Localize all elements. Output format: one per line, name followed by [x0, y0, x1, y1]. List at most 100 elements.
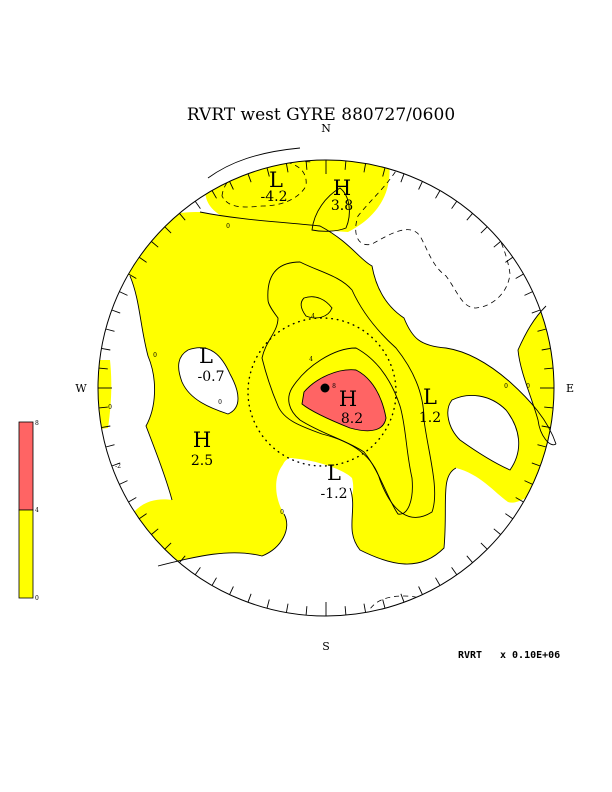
boundary-tick — [435, 577, 441, 586]
contour-south-boundary — [349, 467, 457, 565]
boundary-tick — [194, 567, 201, 576]
west-rim-region — [98, 360, 112, 430]
contour-inner-4 — [261, 261, 436, 518]
north-label: N — [321, 122, 331, 135]
boundary-tick — [524, 480, 533, 485]
boundary-tick — [400, 173, 405, 183]
boundary-tick — [493, 528, 501, 535]
contour-label: 8 — [332, 383, 336, 390]
boundary-tick — [541, 425, 551, 429]
boundary-tick — [138, 256, 147, 263]
contour-label: 0 — [504, 383, 508, 390]
boundary-tick — [101, 347, 111, 351]
legend-high-swatch — [18, 421, 34, 511]
boundary-tick — [480, 542, 488, 550]
contour-west — [129, 275, 173, 501]
boundary-tick — [98, 367, 108, 370]
boundary-tick — [211, 190, 217, 199]
south-center-hole — [281, 458, 354, 510]
center-type-label: L — [327, 461, 341, 485]
boundary-tick — [451, 200, 458, 209]
boundary-tick — [119, 291, 128, 296]
boundary-tick — [98, 406, 108, 409]
contour-label: 4 — [309, 356, 313, 363]
boundary-tick — [363, 603, 367, 613]
contour-label: 0 — [280, 509, 284, 516]
contour-inner-8 — [288, 347, 413, 515]
contour-label: -2 — [115, 463, 121, 470]
center-value-label: 1.2 — [419, 410, 441, 426]
boundary-tick — [266, 599, 270, 609]
boundary-tick — [151, 528, 159, 535]
boundary-tick — [164, 226, 172, 234]
boundary-tick — [164, 542, 172, 550]
contour-north-high — [311, 187, 350, 232]
boundary-tick — [344, 160, 347, 170]
contour-red-edge — [301, 369, 387, 432]
center-value-label: -1.2 — [321, 486, 348, 502]
field-name-label: RVRT — [458, 650, 482, 661]
boundary-tick — [418, 181, 423, 190]
boundary-tick — [451, 567, 458, 576]
contour-main-boundary — [199, 211, 557, 445]
boundary-tick — [515, 273, 524, 279]
map-title: RVRT west GYRE 880727/0600 — [187, 105, 455, 125]
boundary-tick — [400, 593, 405, 603]
legend-level-label: 4 — [35, 507, 39, 514]
boundary-tick — [531, 309, 541, 314]
boundary-tick — [247, 173, 252, 183]
boundary-tick — [524, 291, 533, 296]
boundary-tick — [544, 367, 554, 370]
contour-west-hole — [178, 347, 239, 415]
contour-label: 0 — [153, 352, 157, 359]
west-low-hole — [178, 347, 238, 414]
center-type-label: L — [423, 385, 437, 409]
boundary-tick — [105, 328, 115, 332]
center-value-label: -4.2 — [261, 189, 288, 205]
boundary-tick — [541, 347, 551, 351]
boundary-tick — [480, 226, 488, 234]
pole-marker — [320, 383, 330, 393]
center-value-label: 8.2 — [341, 411, 363, 427]
boundary-tick — [466, 555, 473, 563]
contour-label: 0 — [108, 404, 112, 411]
east-label: E — [566, 382, 574, 395]
boundary-tick — [363, 163, 367, 173]
center-type-label: L — [269, 168, 283, 192]
scale-factor-label: x 0.10E+06 — [500, 650, 560, 661]
dashed-north-east — [355, 160, 511, 309]
west-label: W — [75, 382, 87, 395]
boundary-tick — [151, 241, 159, 248]
boundary-tick — [285, 163, 289, 173]
color-legend: 8 4 0 — [18, 420, 39, 602]
contour-label: 4 — [311, 313, 315, 320]
contour-east-rim — [517, 305, 557, 446]
center-type-label: H — [339, 387, 357, 411]
boundary-tick — [179, 555, 186, 563]
boundary-tick — [211, 577, 217, 586]
dotted-contour-ring — [247, 317, 397, 467]
boundary-tick — [229, 181, 234, 190]
boundary-tick — [493, 241, 501, 248]
contour-lines — [129, 147, 557, 567]
boundary-tick — [101, 425, 111, 429]
legend-level-label: 8 — [35, 420, 39, 427]
center-type-label: H — [193, 428, 211, 452]
center-type-label: L — [199, 344, 213, 368]
boundary-tick — [285, 603, 289, 613]
boundary-tick — [544, 406, 554, 409]
boundary-tick — [505, 256, 514, 263]
boundary-tick — [305, 160, 308, 170]
negative-vorticity-fill — [178, 347, 519, 510]
center-type-label: H — [333, 176, 351, 200]
boundary-tick — [382, 599, 386, 609]
contour-inner-12 — [300, 296, 333, 319]
boundary-tick — [505, 513, 514, 520]
contour-label: 0 — [526, 383, 530, 390]
boundary-tick — [344, 606, 347, 616]
contour-value-labels: 0 0 0 0 0 0 0 4 4 -2 8 — [108, 223, 530, 516]
boundary-tick — [111, 462, 121, 467]
boundary-tick — [194, 200, 201, 209]
boundary-tick — [531, 462, 541, 467]
